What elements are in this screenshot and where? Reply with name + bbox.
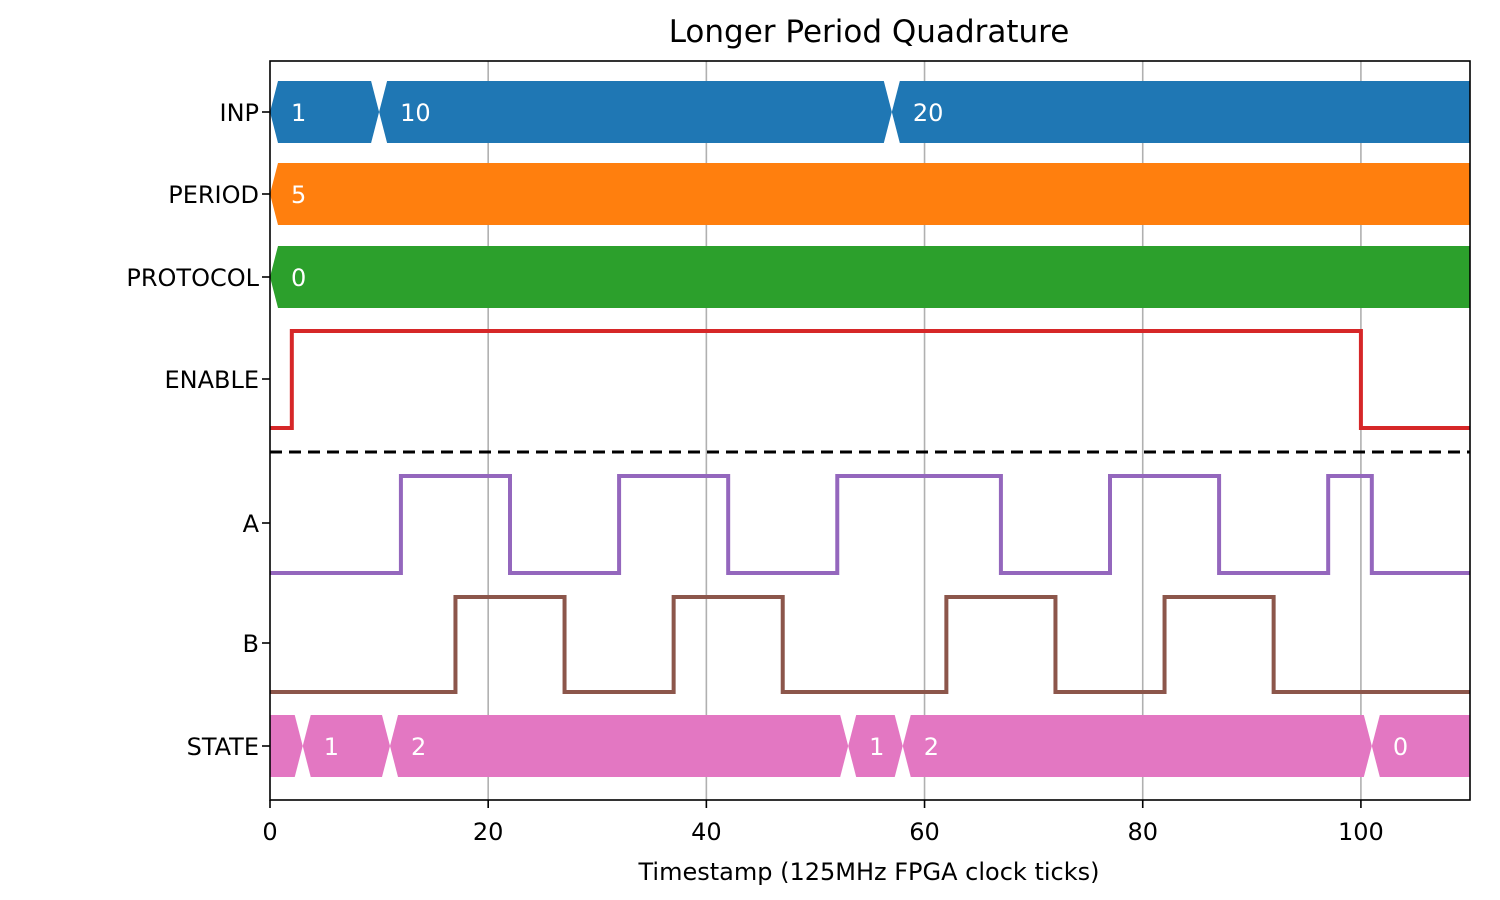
bus-value-state-3: 1: [869, 733, 884, 761]
signal-label-b: B: [243, 630, 259, 658]
signal-label-protocol: PROTOCOL: [126, 264, 259, 292]
signal-label-a: A: [243, 510, 260, 538]
plot-frame: [269, 60, 1471, 801]
bus-segment-state-2: [390, 715, 849, 777]
x-axis-label: Timestamp (125MHz FPGA clock ticks): [638, 858, 1100, 886]
signal-label-state: STATE: [187, 733, 259, 761]
x-axis-ticks: 0 20 40 60 80 100INPPERIODPROTOCOLENABLEABSTA…: [126, 99, 1383, 846]
x-tick-label-0: 0: [262, 818, 277, 846]
signal-label-inp: INP: [219, 99, 259, 127]
bus-segment-state-5: [1371, 715, 1470, 777]
bus-segment-state-4: [902, 715, 1372, 777]
x-tick-label-100: 100: [1338, 818, 1384, 846]
bus-value-period-0: 5: [291, 181, 306, 209]
bus-value-inp-1: 10: [400, 99, 431, 127]
bus-value-inp-0: 1: [291, 99, 306, 127]
bus-segment-state-3: [848, 715, 903, 777]
bus-segment-period-0: [270, 163, 1470, 225]
bus-segment-inp-0: [270, 81, 380, 143]
bus-segment-inp-2: [891, 81, 1470, 143]
bus-segment-state-1: [302, 715, 390, 777]
bit-trace-a: [270, 474, 1470, 575]
bus-value-state-5: 0: [1393, 733, 1408, 761]
x-tick-label-80: 80: [1127, 818, 1158, 846]
bus-segment-state-0: [270, 715, 303, 777]
chart-title: Longer Period Quadrature: [669, 14, 1070, 50]
bit-trace-enable: [270, 329, 1470, 430]
x-tick-label-40: 40: [691, 818, 722, 846]
signal-label-enable: ENABLE: [164, 366, 259, 394]
bus-value-inp-2: 20: [913, 99, 944, 127]
bus-value-state-4: 2: [924, 733, 939, 761]
x-tick-label-20: 20: [473, 818, 504, 846]
bus-segment-protocol-0: [270, 246, 1470, 308]
bus-value-protocol-0: 0: [291, 264, 306, 292]
x-tick-label-60: 60: [909, 818, 940, 846]
bus-value-state-1: 1: [324, 733, 339, 761]
signal-label-period: PERIOD: [168, 181, 259, 209]
bus-segment-inp-1: [379, 81, 892, 143]
bit-trace-b: [270, 595, 1470, 694]
bus-value-state-2: 2: [411, 733, 426, 761]
